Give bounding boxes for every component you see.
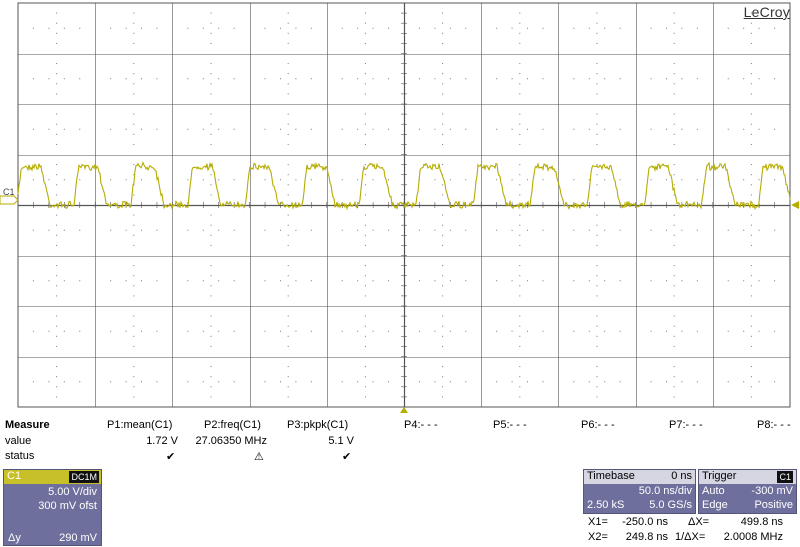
waveform-display[interactable]: C1 LeCroy [0,0,800,414]
checkmark-icon: ✔ [342,451,352,463]
timebase-header: Timebase 0 ns [584,470,695,484]
trigger-level: -300 mV [751,485,793,497]
coupling-badge: DC1M [69,471,99,483]
param-name-p6[interactable]: P6:- - - [581,419,615,431]
param-name-p8[interactable]: P8:- - - [757,419,791,431]
measure-title[interactable]: Measure [5,419,50,431]
param-value-p3: 5.1 V [328,435,354,447]
c1-trace [17,161,791,211]
channel-name: C1 [7,470,22,482]
value-row-label: value [5,435,32,447]
waveform-grid: C1 [0,2,799,413]
trigger-level-marker [791,201,799,209]
channel-c1-descriptor[interactable]: C1 DC1M 5.00 V/div 300 mV ofst Δy 290 mV [3,469,102,546]
param-name-p3[interactable]: P3:pkpk(C1) [287,419,349,431]
param-name-p1[interactable]: P1:mean(C1) [107,419,173,431]
cursor-x2-label: X2= [588,531,608,543]
trigger-descriptor[interactable]: Trigger C1 Auto -300 mV Edge Positive [698,469,797,514]
timebase-delay: 0 ns [671,470,692,482]
param-name-p7[interactable]: P7:- - - [669,419,703,431]
grid-subdivision-dots [32,12,776,398]
measure-header-row: Measure P1:mean(C1) P2:freq(C1) P3:pkpk(… [0,419,800,434]
channel-offset: 300 mV ofst [38,500,97,512]
sample-rate: 5.0 GS/s [649,499,692,511]
cursor-x1-value: -250.0 ns [622,516,668,528]
delta-y-label: Δy [8,532,21,544]
channel-c1-marker-label: C1 [3,187,15,197]
status-row-label: status [5,450,35,462]
cursor-inv-dx-label: 1/ΔX= [675,531,706,543]
time-per-div: 50.0 ns/div [638,485,692,497]
param-name-p4[interactable]: P4:- - - [404,419,438,431]
timebase-title: Timebase [587,470,635,482]
cursor-x2-value: 249.8 ns [625,531,668,543]
channel-c1-header: C1 DC1M [4,470,101,484]
cursor-dx-value: 499.8 ns [740,516,783,528]
warning-icon: ⚠ [254,451,264,463]
measure-value-row: value 1.72 V 27.06350 MHz 5.1 V [0,435,800,450]
trigger-position-marker [400,407,408,413]
trigger-title: Trigger [702,470,737,482]
cursor-inv-dx-value: 2.0008 MHz [723,531,783,543]
trigger-source-badge: C1 [777,471,793,483]
cursor-dx-label: ΔX= [688,516,710,528]
param-value-p2: 27.06350 MHz [195,435,267,447]
volts-per-div: 5.00 V/div [48,486,97,498]
cursor-x1-label: X1= [588,516,608,528]
checkmark-icon: ✔ [166,451,176,463]
trigger-mode: Auto [702,485,725,497]
param-name-p2[interactable]: P2:freq(C1) [204,419,261,431]
trigger-header: Trigger C1 [699,470,796,484]
trigger-slope: Positive [754,499,793,511]
measure-status-row: status ✔ ⚠ ✔ [0,450,800,465]
channel-c1-marker: C1 [0,187,19,205]
delta-y-value: 290 mV [59,532,97,544]
trigger-type: Edge [702,499,728,511]
sample-count: 2.50 kS [587,499,625,511]
param-value-p1: 1.72 V [146,435,178,447]
param-name-p5[interactable]: P5:- - - [493,419,527,431]
lecroy-logo: LeCroy [743,4,790,20]
timebase-descriptor[interactable]: Timebase 0 ns 50.0 ns/div 2.50 kS 5.0 GS… [583,469,696,514]
